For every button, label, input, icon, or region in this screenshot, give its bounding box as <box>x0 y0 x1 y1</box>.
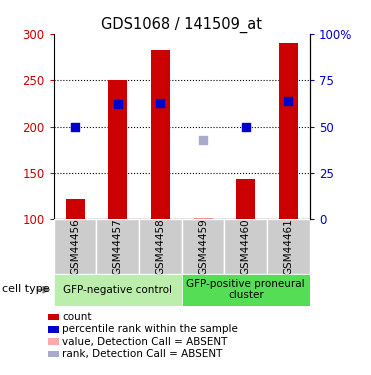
Text: value, Detection Call = ABSENT: value, Detection Call = ABSENT <box>62 337 228 346</box>
Bar <box>54 219 96 274</box>
Text: GSM44457: GSM44457 <box>113 218 123 275</box>
Text: GFP-positive proneural
cluster: GFP-positive proneural cluster <box>187 279 305 300</box>
Bar <box>182 274 310 306</box>
Bar <box>224 219 267 274</box>
Text: GSM44456: GSM44456 <box>70 218 80 275</box>
Bar <box>236 178 255 219</box>
Bar <box>108 80 127 219</box>
Text: cell type: cell type <box>2 285 49 294</box>
Bar <box>139 219 182 274</box>
Point <box>157 100 163 106</box>
Point <box>200 138 206 144</box>
Text: count: count <box>62 312 92 322</box>
Text: GFP-negative control: GFP-negative control <box>63 285 172 295</box>
Bar <box>54 274 182 306</box>
Point <box>115 101 121 107</box>
Bar <box>182 219 224 274</box>
Bar <box>267 219 310 274</box>
Text: GSM44458: GSM44458 <box>155 218 165 275</box>
Bar <box>66 199 85 219</box>
Text: GDS1068 / 141509_at: GDS1068 / 141509_at <box>101 17 262 33</box>
Point <box>286 98 292 104</box>
Text: GSM44460: GSM44460 <box>241 218 251 275</box>
Point <box>243 124 249 130</box>
Text: GSM44461: GSM44461 <box>283 218 293 275</box>
Bar <box>151 51 170 219</box>
Point <box>72 124 78 130</box>
Bar <box>279 43 298 219</box>
Text: GSM44459: GSM44459 <box>198 218 208 275</box>
Bar <box>96 219 139 274</box>
Text: rank, Detection Call = ABSENT: rank, Detection Call = ABSENT <box>62 349 223 359</box>
Text: percentile rank within the sample: percentile rank within the sample <box>62 324 238 334</box>
